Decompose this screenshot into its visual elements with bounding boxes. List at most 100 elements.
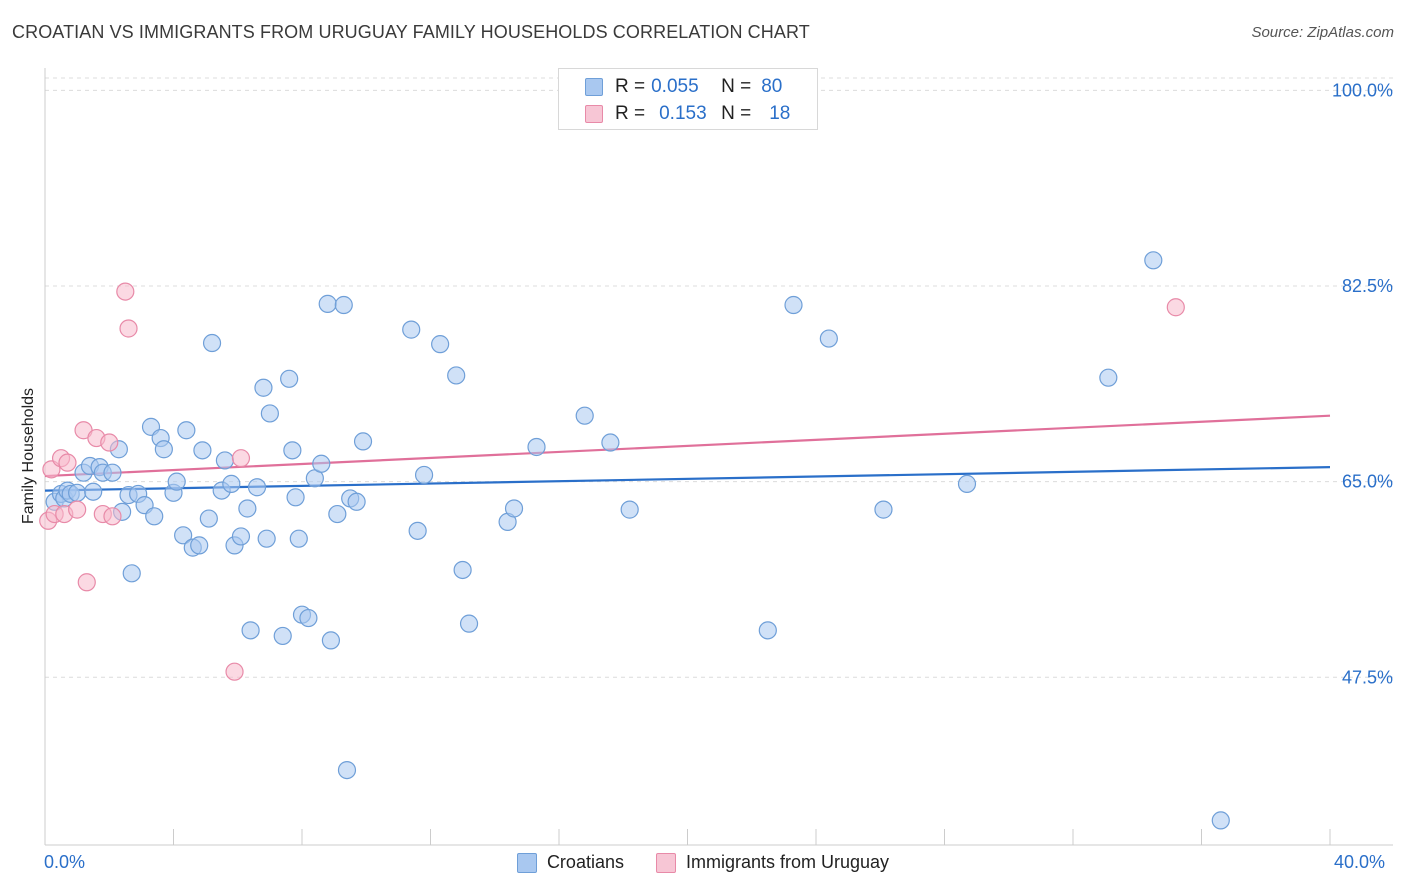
croatians-point [459, 614, 479, 633]
croatians-point [347, 492, 366, 511]
croatians-point [527, 437, 546, 457]
uruguay-point [103, 507, 122, 526]
croatians-point [174, 526, 193, 545]
uruguay-legend-swatch-icon [655, 852, 676, 873]
croatians-point [241, 621, 260, 640]
y-tick-labels: 47.5% 65.0% 82.5% 100.0% [1332, 80, 1393, 687]
croatians-point [177, 421, 196, 440]
croatians-point [431, 335, 450, 354]
axes [44, 68, 1393, 846]
chart-title: CROATIAN VS IMMIGRANTS FROM URUGUAY FAMI… [12, 22, 810, 42]
croatians-point [620, 500, 639, 519]
stats-row-croatians: R = 0.055 N = 80 [585, 76, 782, 98]
croatians-point [193, 441, 212, 460]
legend-label-uruguay: Immigrants from Uruguay [685, 852, 890, 872]
croatians-point [260, 404, 279, 423]
uruguay-trend-line [44, 414, 1331, 478]
uruguay-point [100, 433, 119, 452]
n-label: N = [721, 76, 752, 97]
croatians-point [504, 499, 524, 518]
stats-row-uruguay: R = 0.153 N = 18 [585, 103, 790, 125]
data-points [39, 251, 1230, 830]
croatians-point [334, 295, 353, 315]
croatians-point [247, 478, 267, 497]
croatians-point [283, 441, 302, 460]
croatians-point [758, 621, 777, 640]
uruguay-point [58, 453, 77, 472]
croatians-point [447, 366, 466, 385]
n-label: N = [721, 103, 752, 124]
croatians-point [122, 564, 141, 583]
r-label: R = [615, 76, 646, 97]
n-value: 18 [769, 103, 791, 124]
croatians-point [280, 369, 299, 388]
croatians-point [68, 483, 87, 502]
uruguay-swatch-icon [585, 105, 603, 123]
uruguay-point [116, 282, 135, 301]
legend-item-uruguay: Immigrants from Uruguay [655, 852, 890, 873]
croatians-point [202, 333, 222, 353]
y-axis-label: Family Households [20, 387, 37, 525]
croatians-point [337, 760, 357, 780]
croatians-point [408, 521, 427, 540]
croatians-point [299, 608, 318, 628]
croatians-point [819, 329, 838, 348]
legend-item-croatians: Croatians [516, 852, 624, 873]
y-tick-label: 65.0% [1342, 472, 1393, 492]
croatians-point [1099, 368, 1118, 387]
n-value: 80 [761, 76, 783, 97]
x-tick-label-min: 0.0% [44, 852, 86, 872]
croatians-point [238, 499, 257, 518]
croatians-point [215, 451, 234, 470]
source-credit: Source: ZipAtlas.com [1251, 24, 1394, 41]
r-value: 0.153 [659, 103, 707, 124]
croatians-point [167, 472, 186, 491]
series-legend: Croatians Immigrants from Uruguay [0, 852, 1406, 873]
uruguay-point [77, 573, 96, 592]
croatians-point [957, 474, 977, 493]
croatians-point [312, 454, 331, 473]
y-tick-label: 82.5% [1342, 276, 1393, 296]
uruguay-point [1166, 298, 1185, 317]
uruguay-point [68, 500, 87, 519]
croatians-point [84, 482, 103, 501]
croatians-point [318, 294, 337, 313]
croatians-point [328, 504, 347, 524]
croatians-point [414, 465, 434, 485]
croatians-point [286, 488, 305, 507]
croatians-point [257, 529, 276, 548]
uruguay-point [225, 662, 244, 681]
y-tick-label: 47.5% [1342, 667, 1393, 687]
croatians-point [575, 406, 594, 425]
croatians-point [453, 560, 472, 580]
croatians-point [154, 440, 173, 459]
croatians-point [199, 509, 218, 528]
r-value: 0.055 [651, 76, 699, 97]
croatians-point [103, 463, 122, 482]
uruguay-point [119, 319, 138, 338]
croatians-point [321, 631, 341, 650]
uruguay-point [231, 449, 251, 468]
stats-legend: R = 0.055 N = 80 R = 0.153 N = 18 [558, 68, 818, 130]
croatians-swatch-icon [585, 78, 603, 96]
croatians-point [874, 500, 893, 519]
croatians-point [190, 536, 209, 555]
croatians-point [231, 527, 251, 546]
croatians-point [273, 626, 292, 646]
croatians-point [145, 507, 164, 526]
croatians-point [289, 529, 308, 548]
croatians-point [222, 474, 241, 493]
legend-label-croatians: Croatians [546, 852, 624, 872]
croatians-point [1144, 251, 1163, 270]
croatians-point [402, 320, 421, 339]
croatians-point [601, 433, 620, 452]
y-tick-label: 100.0% [1332, 80, 1393, 100]
x-tick-label-max: 40.0% [1334, 852, 1386, 872]
grid-lines [45, 77, 1393, 678]
croatians-point [254, 378, 273, 397]
croatians-legend-swatch-icon [516, 852, 537, 873]
croatians-point [784, 295, 803, 315]
r-label: R = [615, 103, 646, 124]
croatians-point [1211, 811, 1230, 830]
